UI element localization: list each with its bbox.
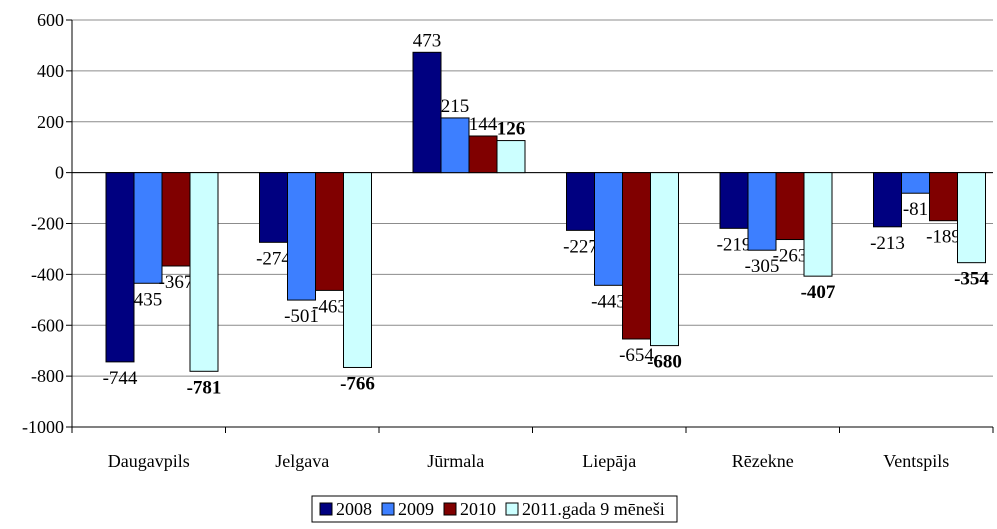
legend-label: 2010 <box>460 499 496 519</box>
y-tick-label: -600 <box>31 315 64 335</box>
bar-2011-gada-9-m-ne-i <box>343 172 372 368</box>
data-label: -744 <box>103 368 138 389</box>
y-tick-label: -200 <box>31 214 64 234</box>
legend-label: 2008 <box>336 499 372 519</box>
data-label: -219 <box>717 234 752 255</box>
category-label: Liepāja <box>582 451 636 471</box>
data-label: 144 <box>469 114 498 135</box>
y-tick-label: -1000 <box>22 417 64 437</box>
category-label: Jūrmala <box>427 451 484 471</box>
data-label: -766 <box>340 373 375 394</box>
data-label: 473 <box>413 30 442 51</box>
bar-2008 <box>719 172 749 229</box>
data-label: 435 <box>134 289 163 310</box>
y-tick-label: 200 <box>37 112 64 132</box>
data-label: -654 <box>619 345 654 366</box>
data-label: -81 <box>903 199 928 220</box>
bar-2009 <box>287 172 316 301</box>
bar-2008 <box>412 51 442 174</box>
data-label: -189 <box>926 227 961 248</box>
data-label: -443 <box>591 291 626 312</box>
bar-2011-gada-9-m-ne-i <box>189 172 219 372</box>
y-tick-label: 0 <box>55 163 64 183</box>
data-label: 126 <box>497 119 526 140</box>
bar-2009 <box>440 117 470 174</box>
legend-label: 2009 <box>398 499 434 519</box>
data-label: -305 <box>745 256 780 277</box>
legend-swatch <box>381 502 395 516</box>
legend-swatch <box>443 502 457 516</box>
bar-2009 <box>594 172 623 286</box>
data-label: -463 <box>312 296 347 317</box>
category-label: Daugavpils <box>108 451 190 471</box>
bar-2008 <box>259 172 288 243</box>
category-label: Jelgava <box>275 451 329 471</box>
bar-2009 <box>901 172 930 194</box>
bar-2008 <box>566 172 595 231</box>
data-label: -781 <box>187 377 222 398</box>
bar-2010 <box>775 172 805 241</box>
legend-box <box>311 495 678 523</box>
y-tick-label: -400 <box>31 264 64 284</box>
category-label: Ventspils <box>883 451 949 471</box>
bar-2011-gada-9-m-ne-i <box>957 172 986 264</box>
bar-2010 <box>468 135 498 174</box>
bar-2011-gada-9-m-ne-i <box>650 172 679 347</box>
bar-2010 <box>622 172 651 340</box>
legend-swatch <box>505 502 519 516</box>
data-label: -354 <box>954 269 989 290</box>
bar-2008 <box>105 172 135 363</box>
data-label: -263 <box>773 246 808 267</box>
bar-2010 <box>161 172 191 267</box>
data-label: -407 <box>801 282 836 303</box>
y-tick-label: 400 <box>37 61 64 81</box>
bar-2009 <box>133 172 163 284</box>
data-label: -367 <box>159 272 194 293</box>
y-tick-label: 600 <box>37 10 64 30</box>
bar-2009 <box>747 172 777 251</box>
legend-swatch <box>319 502 333 516</box>
bar-2011-gada-9-m-ne-i <box>496 140 526 174</box>
data-label: -680 <box>647 352 682 373</box>
category-label: Rēzekne <box>732 451 794 471</box>
data-label: -227 <box>563 236 598 257</box>
bar-2010 <box>929 172 958 222</box>
bar-2010 <box>315 172 344 291</box>
bar-2008 <box>873 172 902 228</box>
data-label: 215 <box>441 96 470 117</box>
legend-label: 2011.gada 9 mēneši <box>522 499 665 519</box>
y-tick-label: -800 <box>31 366 64 386</box>
data-label: -274 <box>256 248 291 269</box>
data-label: -501 <box>284 306 319 327</box>
data-label: -213 <box>870 233 905 254</box>
bar-2011-gada-9-m-ne-i <box>803 172 833 277</box>
